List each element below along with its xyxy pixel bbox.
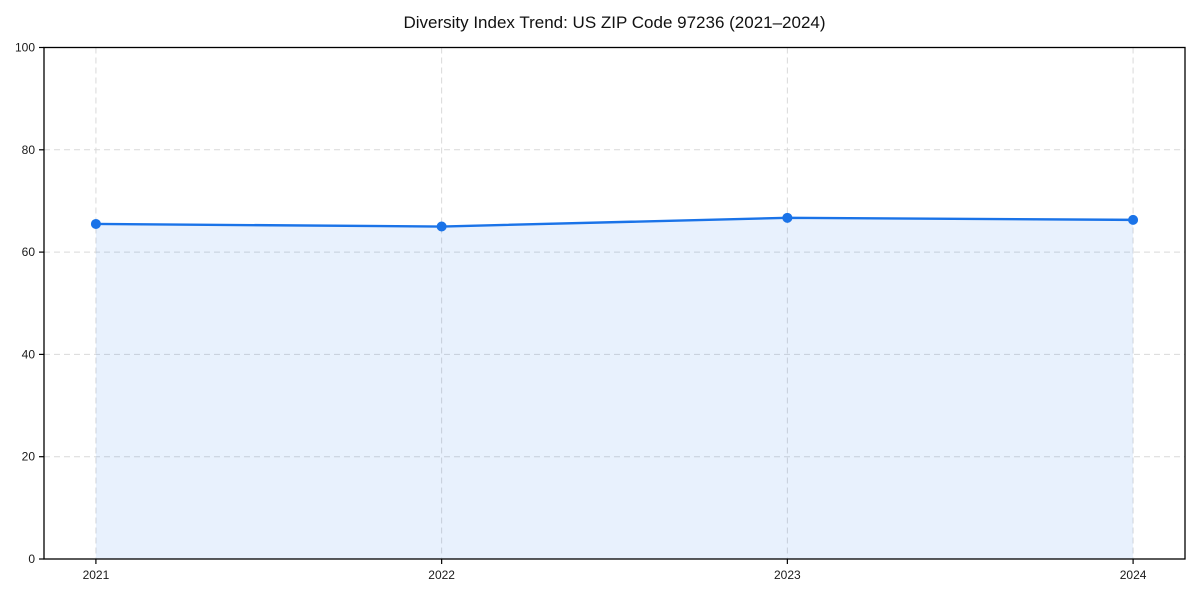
- y-tick-label: 60: [22, 245, 36, 259]
- y-tick-label: 100: [15, 41, 35, 55]
- chart-title: Diversity Index Trend: US ZIP Code 97236…: [403, 13, 826, 32]
- x-tick-label: 2024: [1120, 568, 1147, 582]
- data-point-marker: [436, 221, 447, 232]
- y-tick-label: 0: [28, 552, 35, 566]
- area-fill: [95, 217, 1134, 559]
- y-tick-label: 40: [22, 347, 36, 361]
- y-tick-label: 20: [22, 450, 36, 464]
- data-point-marker: [782, 212, 793, 223]
- trend-line: [94, 216, 1135, 228]
- x-tick-label: 2023: [774, 568, 801, 582]
- x-tick-label: 2022: [428, 568, 455, 582]
- y-tick-label: 80: [22, 143, 36, 157]
- data-point-marker: [1128, 214, 1139, 225]
- x-tick-label: 2021: [83, 568, 110, 582]
- data-point-marker: [90, 218, 101, 229]
- plot-border: [43, 46, 1186, 560]
